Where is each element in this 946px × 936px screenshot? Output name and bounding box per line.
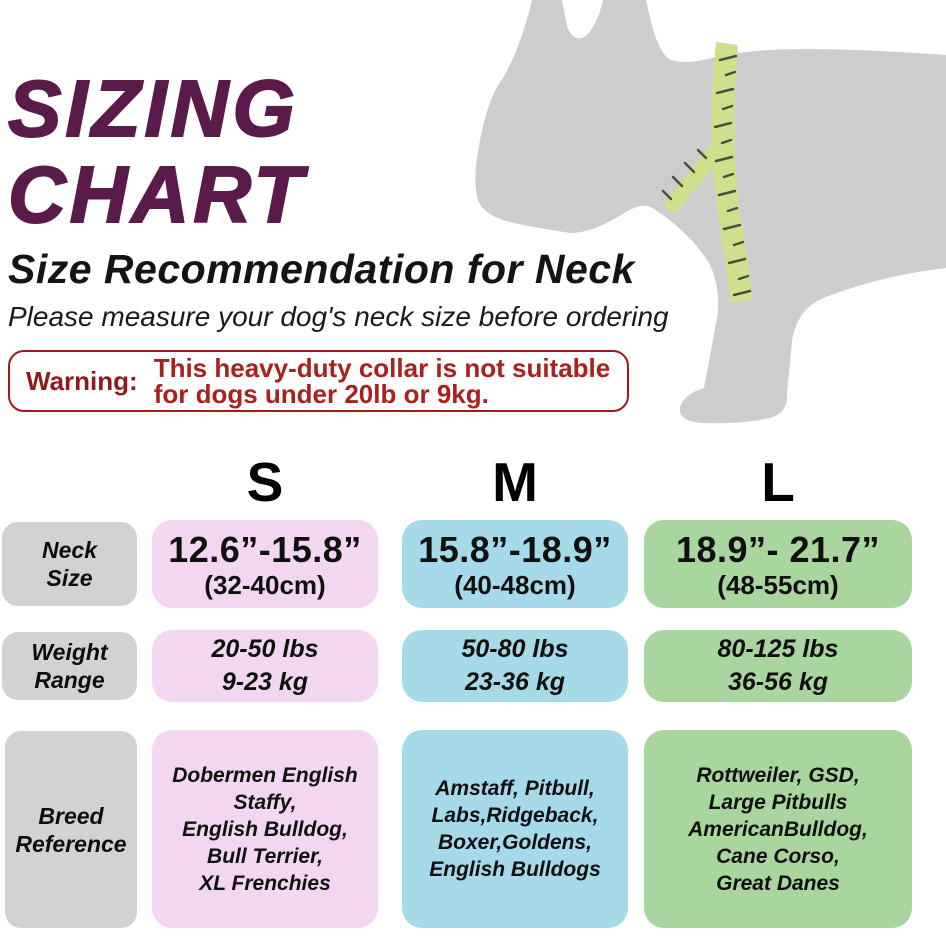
cell-breed-reference-s: Dobermen English Staffy, English Bulldog… bbox=[152, 730, 378, 928]
cell-neck-size-m: 15.8”-18.9” (40-48cm) bbox=[402, 520, 628, 608]
warning-message: This heavy-duty collar is not suitable f… bbox=[154, 355, 611, 407]
cell-neck-size-s: 12.6”-15.8” (32-40cm) bbox=[152, 520, 378, 608]
page-title: SIZING CHART bbox=[7, 64, 307, 239]
measuring-tape bbox=[711, 42, 752, 302]
cell-weight-range-s: 20-50 lbs 9-23 kg bbox=[152, 630, 378, 702]
dog-silhouette-illustration bbox=[475, 0, 946, 424]
warning-message-line1: This heavy-duty collar is not suitable bbox=[153, 353, 611, 383]
tagline: Please measure your dog's neck size befo… bbox=[8, 301, 669, 332]
row-label-weight-range: Weight Range bbox=[2, 632, 137, 700]
page-title-line2: CHART bbox=[7, 150, 307, 239]
cell-weight-range-m: 50-80 lbs 23-36 kg bbox=[402, 630, 628, 702]
row-label-breed-reference: Breed Reference bbox=[5, 731, 137, 928]
cell-breed-reference-m: Amstaff, Pitbull, Labs,Ridgeback, Boxer,… bbox=[402, 730, 628, 928]
column-header-l: L bbox=[761, 451, 795, 513]
tape-ticks bbox=[661, 54, 752, 297]
cell-breed-reference-l: Rottweiler, GSD, Large Pitbulls American… bbox=[644, 730, 912, 928]
warning-label: Warning: bbox=[26, 365, 138, 396]
cell-weight-range-l: 80-125 lbs 36-56 kg bbox=[644, 630, 912, 702]
subtitle: Size Recommendation for Neck bbox=[8, 246, 635, 292]
row-label-neck-size: Neck Size bbox=[2, 522, 137, 606]
measuring-tape-end bbox=[662, 145, 723, 215]
warning-box: Warning: This heavy-duty collar is not s… bbox=[8, 350, 629, 412]
cell-neck-size-l: 18.9”- 21.7” (48-55cm) bbox=[644, 520, 912, 608]
column-header-m: M bbox=[492, 451, 538, 513]
warning-message-line2: for dogs under 20lb or 9kg. bbox=[153, 379, 489, 409]
column-header-s: S bbox=[246, 451, 284, 513]
dog-body bbox=[475, 0, 946, 424]
page-title-line1: SIZING bbox=[7, 64, 299, 153]
